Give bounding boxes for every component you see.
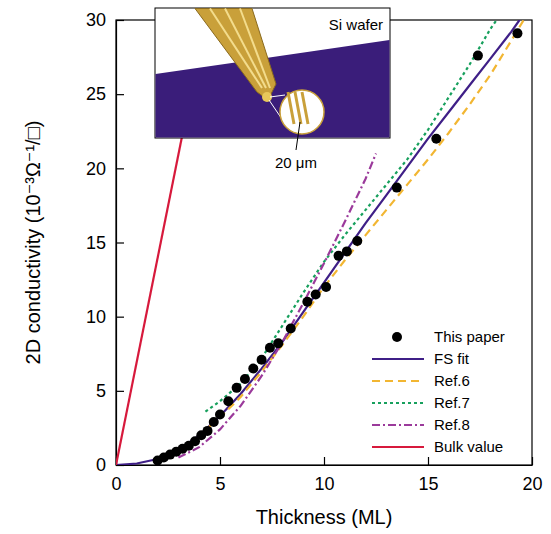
legend-line — [372, 358, 424, 360]
annotation: Si wafer — [329, 16, 383, 33]
tick: 5 — [96, 381, 124, 401]
tick-label: 15 — [418, 474, 438, 494]
probe-trace — [240, 9, 270, 89]
legend-item: Ref.6 — [372, 372, 470, 389]
legend-item: Bulk value — [372, 438, 503, 455]
legend-line — [372, 446, 424, 448]
annotation: 20 μm — [275, 154, 317, 171]
axis-line — [117, 465, 533, 466]
tick-label: 5 — [215, 474, 225, 494]
tick: 10 — [86, 307, 124, 327]
data-point — [321, 282, 331, 292]
data-point — [342, 246, 352, 256]
tick-mark — [116, 465, 124, 466]
tick: 5 — [215, 457, 225, 494]
tick-label: 5 — [96, 381, 106, 401]
y-axis: 0 5 10 15 20 25 30 — [86, 10, 124, 475]
legend-item: This paper — [392, 328, 505, 345]
data-point — [512, 28, 522, 38]
tick-label: 20 — [86, 159, 106, 179]
legend-item: Ref.8 — [372, 416, 470, 433]
tick: 20 — [86, 159, 124, 179]
tick: 10 — [314, 457, 334, 494]
inset-frame — [155, 8, 390, 138]
tick-label: 15 — [86, 233, 106, 253]
inset: Si wafer — [155, 8, 390, 150]
tick-mark — [532, 457, 533, 465]
tick: 25 — [86, 84, 124, 104]
tick-mark — [116, 168, 124, 169]
series-line — [178, 154, 376, 458]
data-point — [232, 383, 242, 393]
plot-data — [116, 20, 524, 465]
tick-mark — [116, 20, 124, 21]
legend-label: Ref.8 — [434, 416, 470, 433]
data-point — [286, 324, 296, 334]
tick-mark — [116, 94, 124, 95]
data-point — [223, 396, 233, 406]
data-point — [257, 355, 267, 365]
tick: 15 — [418, 457, 438, 494]
tick: 20 — [522, 457, 542, 494]
tick-label: 20 — [522, 474, 542, 494]
data-point — [431, 134, 441, 144]
annotation-pointer — [296, 122, 300, 150]
tick-label: 10 — [314, 474, 334, 494]
zoom-contact — [295, 92, 301, 124]
legend-label: Bulk value — [434, 438, 503, 455]
y-axis-title: 2D conductivity (10⁻³Ω⁻¹/□) — [22, 121, 44, 365]
data-point — [352, 236, 362, 246]
tick-mark — [116, 242, 124, 243]
data-point — [215, 410, 225, 420]
legend-item: FS fit — [372, 350, 470, 367]
zoom-line — [270, 95, 285, 97]
data-point — [473, 51, 483, 61]
data-point — [392, 183, 402, 193]
tick-mark — [324, 457, 325, 465]
data-point — [311, 289, 321, 299]
tick: 0 — [96, 455, 124, 475]
chart: 0 5 10 15 20 0 5 10 15 20 25 30 Thickness (ML) 2D con… — [0, 0, 551, 534]
tick-label: 0 — [111, 474, 121, 494]
tick-mark — [116, 391, 124, 392]
plot-frame — [116, 20, 532, 465]
tick-label: 10 — [86, 307, 106, 327]
legend-item: Ref.7 — [372, 394, 470, 411]
data-point — [302, 297, 312, 307]
legend-label: This paper — [434, 328, 505, 345]
x-axis-title: Thickness (ML) — [256, 506, 393, 528]
legend-label: Ref.7 — [434, 394, 470, 411]
tick-label: 30 — [86, 10, 106, 30]
legend-label: FS fit — [434, 350, 470, 367]
zoom-contact — [288, 92, 294, 124]
tick-mark — [116, 317, 124, 318]
tick-mark — [220, 457, 221, 465]
series-line — [116, 20, 520, 465]
tick-label: 25 — [86, 84, 106, 104]
zoom-circle — [280, 90, 324, 134]
legend-line — [372, 380, 424, 382]
legend-line — [372, 402, 424, 404]
data-point — [240, 374, 250, 384]
data-point — [203, 426, 213, 436]
data-point — [248, 364, 258, 374]
legend-line — [372, 424, 424, 426]
data-point — [273, 338, 283, 348]
tick-label: 0 — [96, 455, 106, 475]
zoom-contact — [302, 92, 308, 124]
probe — [195, 9, 276, 101]
tick: 30 — [86, 10, 124, 30]
legend-label: Ref.6 — [434, 372, 470, 389]
tick: 15 — [86, 233, 124, 253]
legend: This paper FS fit Ref.6 Ref.7 Ref.8 Bulk valu… — [372, 328, 505, 455]
legend-marker — [392, 332, 402, 342]
x-axis: 0 5 10 15 20 — [111, 457, 542, 494]
tick-mark — [428, 457, 429, 465]
